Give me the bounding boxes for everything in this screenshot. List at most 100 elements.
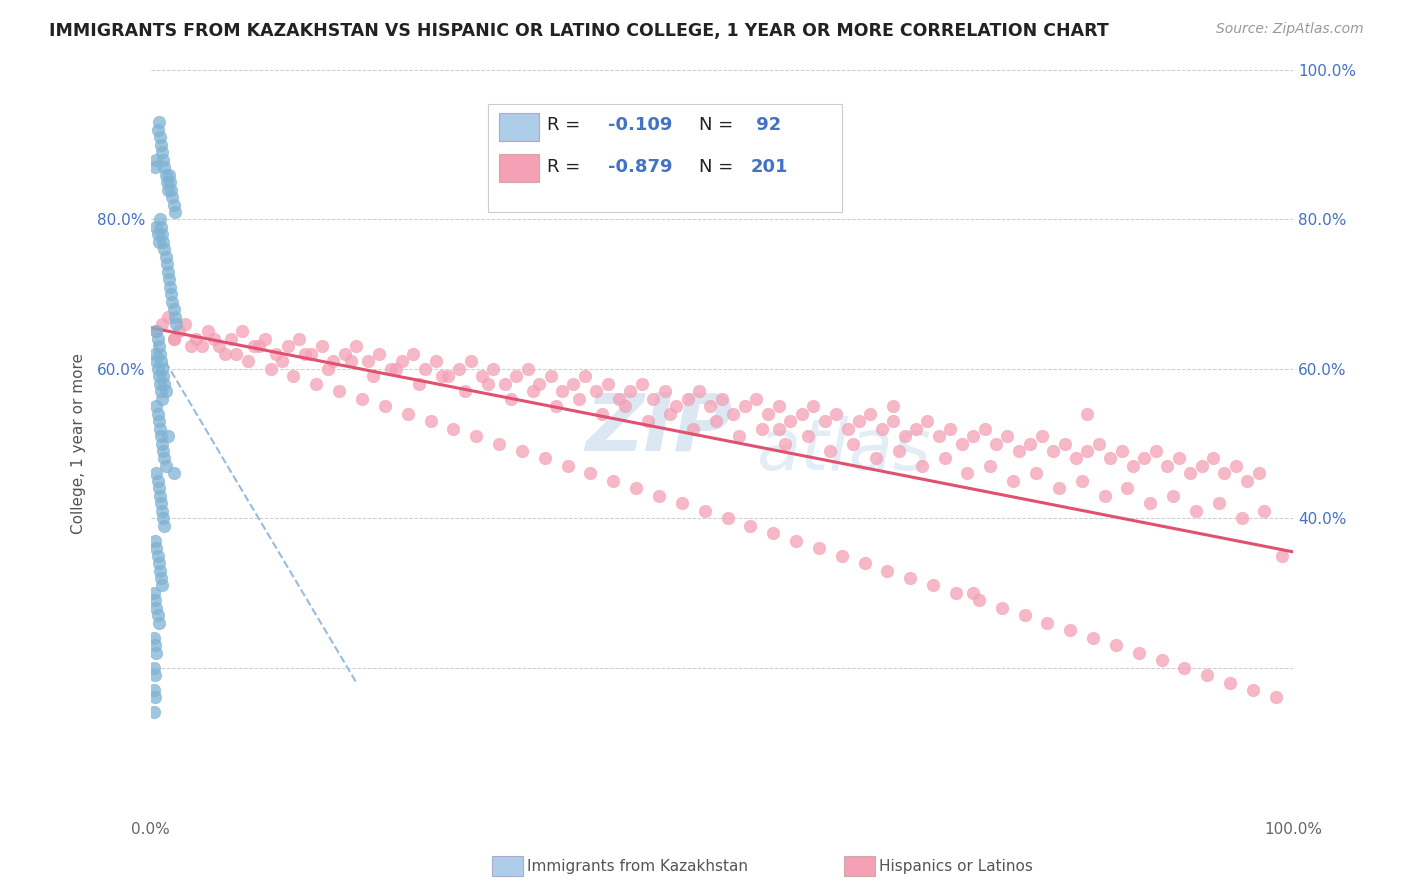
Point (149, 130, 172, 145)
Point (728, 429, 751, 443)
Point (825, 407, 848, 421)
Text: 92: 92 (751, 116, 782, 134)
Point (546, 399, 568, 413)
Point (419, 414, 441, 428)
Point (150, 504, 173, 518)
Point (363, 369, 385, 384)
Point (1191, 458, 1213, 473)
Point (773, 436, 796, 450)
Point (162, 190, 184, 204)
Point (1156, 458, 1178, 473)
Text: IMMIGRANTS FROM KAZAKHSTAN VS HISPANIC OR LATINO COLLEGE, 1 YEAR OR MORE CORRELA: IMMIGRANTS FROM KAZAKHSTAN VS HISPANIC O… (49, 22, 1109, 40)
Point (148, 369, 170, 384)
Text: R =: R = (547, 158, 586, 176)
Text: Hispanics or Latinos: Hispanics or Latinos (879, 859, 1032, 873)
Point (162, 467, 184, 481)
Point (882, 399, 904, 413)
Point (1122, 458, 1144, 473)
Point (143, 690, 166, 705)
Point (391, 354, 413, 368)
Point (814, 414, 837, 428)
Point (162, 302, 184, 317)
Point (1236, 474, 1258, 488)
Point (436, 369, 458, 384)
Point (145, 153, 167, 167)
Point (145, 541, 167, 555)
FancyBboxPatch shape (488, 103, 842, 212)
Point (482, 361, 505, 376)
Point (357, 354, 380, 368)
Point (751, 421, 773, 435)
Point (522, 384, 544, 399)
Point (202, 332, 225, 346)
Point (801, 399, 824, 413)
Point (145, 325, 167, 339)
Point (596, 376, 619, 391)
Point (1219, 675, 1241, 690)
Point (557, 458, 579, 473)
Point (1197, 668, 1219, 682)
Point (149, 564, 172, 578)
Point (1031, 429, 1053, 443)
Point (1076, 407, 1098, 421)
Point (962, 586, 984, 600)
Point (145, 646, 167, 660)
Point (145, 354, 167, 368)
Point (153, 518, 176, 533)
Point (149, 421, 172, 435)
Point (150, 384, 173, 399)
Point (699, 399, 721, 413)
Point (911, 458, 934, 473)
Text: ZIP: ZIP (585, 390, 733, 467)
Point (160, 287, 183, 301)
Point (1167, 451, 1189, 466)
Point (984, 436, 1007, 450)
Point (505, 369, 527, 384)
Point (374, 399, 396, 413)
Point (768, 399, 790, 413)
Point (150, 496, 173, 510)
Point (1202, 451, 1225, 466)
Point (1070, 474, 1092, 488)
Point (1144, 444, 1167, 458)
Point (1208, 496, 1230, 510)
Point (1059, 624, 1081, 638)
Point (648, 489, 671, 503)
Point (156, 183, 179, 197)
Point (882, 414, 904, 428)
Point (288, 332, 311, 346)
Point (149, 212, 172, 227)
Point (979, 458, 1001, 473)
Point (950, 436, 973, 450)
Point (1111, 444, 1133, 458)
Point (716, 511, 738, 525)
Text: N =: N = (699, 116, 740, 134)
Point (150, 361, 173, 376)
Point (155, 250, 177, 264)
Point (153, 451, 176, 466)
Point (876, 564, 898, 578)
Point (1094, 489, 1116, 503)
Point (294, 347, 316, 361)
Point (734, 399, 756, 413)
Point (145, 325, 167, 339)
Point (277, 339, 299, 353)
Point (155, 384, 177, 399)
Point (1025, 467, 1047, 481)
Point (859, 407, 882, 421)
Point (150, 436, 173, 450)
Point (853, 556, 876, 570)
Point (768, 421, 790, 435)
Point (1116, 481, 1139, 495)
Point (163, 205, 186, 219)
Point (465, 429, 488, 443)
Point (150, 429, 173, 443)
Point (169, 325, 191, 339)
Point (149, 347, 172, 361)
Point (156, 175, 179, 189)
Text: -0.879: -0.879 (607, 158, 672, 176)
Point (150, 219, 173, 234)
Point (613, 399, 636, 413)
Point (934, 451, 956, 466)
Text: R =: R = (547, 116, 586, 134)
